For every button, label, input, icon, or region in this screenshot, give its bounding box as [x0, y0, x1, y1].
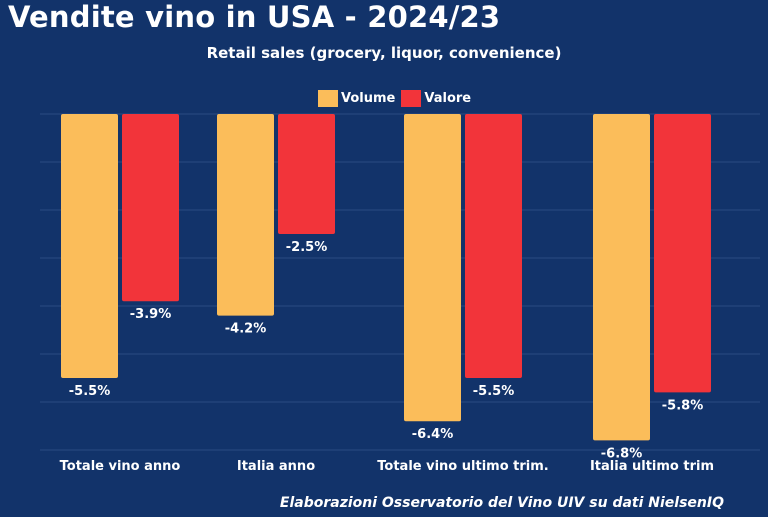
bar-volume-3: [404, 114, 461, 422]
legend-label-valore: Valore: [424, 91, 472, 106]
chart-subtitle: Retail sales (grocery, liquor, convenien…: [206, 44, 562, 62]
bar-valore-2: [278, 114, 335, 234]
legend-item-valore: Valore: [401, 90, 471, 107]
data-label-valore-1: -3.9%: [130, 307, 171, 322]
bar-volume-2: [217, 114, 274, 316]
data-label-valore-3: -5.5%: [473, 384, 514, 399]
bar-valore-3: [465, 114, 522, 378]
bar-valore-1: [122, 114, 179, 302]
data-label-volume-3: -6.4%: [412, 427, 453, 442]
category-label-4: Italia ultimo trim: [590, 459, 714, 474]
data-label-volume-2: -4.2%: [225, 322, 266, 337]
data-label-volume-1: -5.5%: [69, 384, 110, 399]
bar-valore-4: [654, 114, 711, 393]
data-label-valore-4: -5.8%: [662, 398, 703, 413]
legend-label-volume: Volume: [341, 91, 396, 106]
legend: Volume Valore: [318, 90, 477, 107]
legend-swatch-valore: [401, 90, 422, 107]
bar-volume-1: [61, 114, 118, 378]
bar-volume-4: [593, 114, 650, 441]
category-label-2: Italia anno: [237, 459, 315, 474]
category-label-1: Totale vino anno: [60, 459, 181, 474]
chart-title: Vendite vino in USA - 2024/23: [8, 0, 501, 34]
source-note: Elaborazioni Osservatorio del Vino UIV s…: [279, 495, 724, 511]
category-label-3: Totale vino ultimo trim.: [377, 459, 548, 474]
data-label-valore-2: -2.5%: [286, 240, 327, 255]
legend-item-volume: Volume: [318, 90, 395, 107]
legend-swatch-volume: [318, 90, 338, 107]
data-label-volume-4: -6.8%: [601, 446, 642, 461]
